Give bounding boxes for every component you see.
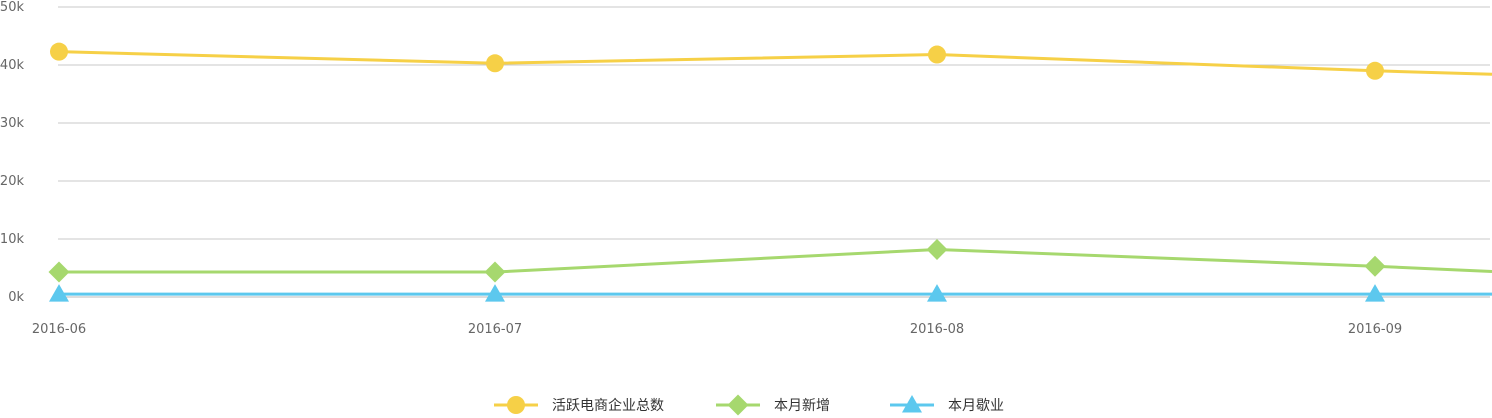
data-point[interactable] [926,238,948,260]
y-tick-label: 0k [8,290,24,305]
series-2 [48,238,1492,283]
data-point[interactable] [485,284,505,302]
data-point[interactable] [50,42,68,61]
legend-item[interactable]: 活跃电商企业总数 [494,396,664,414]
data-point[interactable] [49,284,69,302]
y-tick-label: 30k [0,116,24,131]
series-1 [50,42,1492,80]
series-3 [49,284,1492,302]
legend: 活跃电商企业总数 本月新增 本月歇业 [494,394,1004,416]
data-point[interactable] [1365,284,1385,302]
x-axis: 2016-06 2016-07 2016-08 2016-09 [32,322,1402,337]
data-point[interactable] [484,261,506,283]
y-tick-label: 20k [0,174,24,189]
legend-label: 活跃电商企业总数 [552,397,664,414]
x-tick-label: 2016-07 [468,322,522,337]
legend-marker[interactable] [902,395,922,413]
x-tick-label: 2016-08 [910,322,964,337]
legend-label: 本月歇业 [948,398,1004,414]
data-point[interactable] [48,261,70,283]
legend-item[interactable]: 本月新增 [716,394,830,416]
y-grid: 0k 10k 20k 30k 40k 50k [0,0,1490,305]
y-tick-label: 40k [0,58,24,73]
series-line [59,247,1492,274]
x-tick-label: 2016-06 [32,322,86,337]
data-point[interactable] [928,45,946,64]
x-tick-label: 2016-09 [1348,322,1402,337]
series-line [58,50,1492,76]
data-point[interactable] [486,54,504,73]
legend-item[interactable]: 本月歇业 [890,395,1004,414]
y-tick-label: 10k [0,232,24,247]
legend-label: 本月新增 [774,398,830,414]
data-point[interactable] [1364,255,1386,277]
data-point[interactable] [927,284,947,302]
legend-marker[interactable] [727,394,749,416]
y-tick-label: 50k [0,0,24,15]
legend-marker[interactable] [507,396,525,414]
data-point[interactable] [1366,61,1384,80]
